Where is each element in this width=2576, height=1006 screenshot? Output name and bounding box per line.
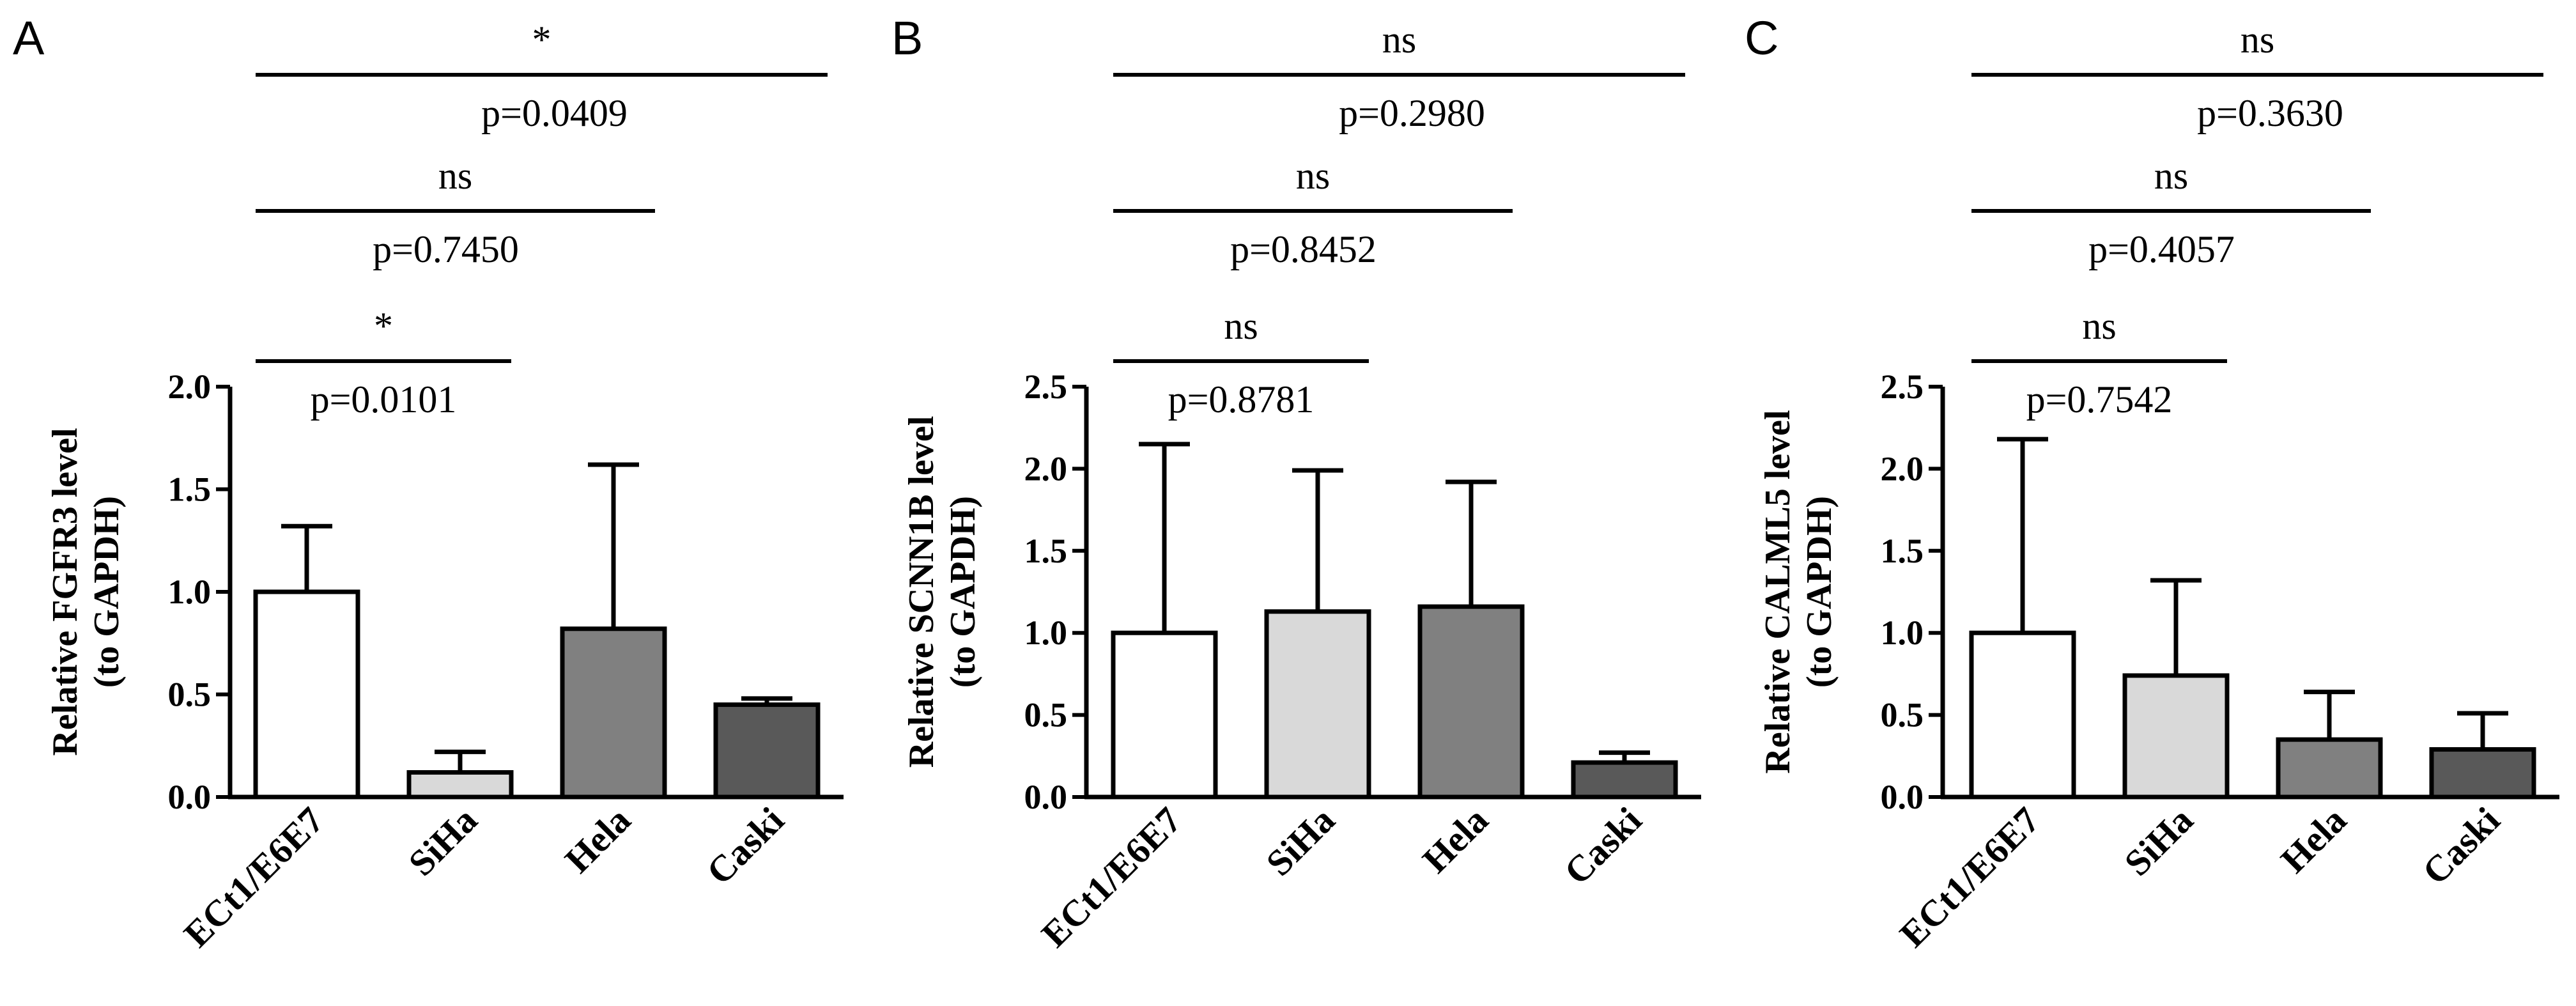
y-tick-label: 1.0 (1881, 614, 1924, 652)
significance-label: ns (1296, 155, 1330, 197)
panel-letter: B (891, 12, 923, 65)
significance-label: ns (2154, 155, 2188, 197)
significance-label: ns (2082, 305, 2116, 347)
x-category-label: ECt1/E6E7 (176, 799, 332, 955)
y-tick-label: 1.0 (1024, 614, 1068, 652)
bar-ect1-e6e7 (253, 589, 360, 800)
y-axis-label: Relative CALML5 level (1758, 410, 1798, 773)
bar-hela (560, 626, 667, 800)
chart-panel-a: A 0.0 0.5 1.0 1.5 2.0 Relative FGFR3 level (to … (13, 12, 844, 955)
x-category-label: ECt1/E6E7 (1892, 799, 2048, 955)
bar-caski (2429, 747, 2536, 800)
x-category-label: Caski (2414, 799, 2508, 892)
y-axis-label-sub: (to GAPDH) (943, 496, 983, 688)
y-tick-label: 1.5 (1024, 532, 1068, 570)
p-value-label: p=0.0409 (481, 92, 628, 134)
panel-letter: A (13, 12, 45, 65)
y-tick-label: 2.0 (1024, 449, 1068, 488)
y-tick-label: 1.0 (168, 573, 212, 611)
significance-label: ns (2241, 19, 2274, 61)
x-category-label: ECt1/E6E7 (1033, 799, 1189, 955)
bar-siha (1264, 609, 1371, 800)
y-tick-label: 0.0 (168, 778, 212, 816)
y-tick-label: 0.0 (1881, 778, 1924, 816)
x-category-label: Caski (698, 799, 792, 892)
x-category-label: Hela (1414, 799, 1496, 881)
bar-siha (2122, 673, 2230, 800)
y-tick-label: 0.5 (1881, 696, 1924, 734)
y-axis-label-sub: (to GAPDH) (1800, 496, 1839, 688)
significance-label: ns (1382, 19, 1416, 61)
y-tick-label: 2.5 (1881, 368, 1924, 406)
p-value-label: p=0.8452 (1230, 228, 1377, 270)
p-value-label: p=0.3630 (2197, 92, 2343, 134)
panel-letter: C (1745, 12, 1778, 65)
chart-panel-c: C 0.0 0.5 1.0 1.5 2.0 2.5 Relative CALML5 level… (1745, 12, 2559, 955)
bar-ect1-e6e7 (1969, 630, 2076, 800)
bar-siha (406, 770, 514, 800)
bar-hela (2276, 737, 2383, 800)
bar-caski (1571, 760, 1678, 800)
y-tick-label: 2.0 (1881, 449, 1924, 488)
x-category-label: Hela (557, 799, 638, 881)
y-tick-label: 2.0 (168, 368, 212, 406)
significance-label: ns (438, 155, 472, 197)
x-category-label: Hela (2272, 799, 2354, 881)
y-axis-label: Relative SCNN1B level (902, 416, 941, 768)
bar-hela (1417, 604, 1525, 800)
significance-label: * (532, 19, 551, 61)
y-tick-label: 0.5 (168, 676, 212, 714)
bar-caski (713, 702, 821, 800)
y-tick-label: 1.5 (168, 470, 212, 509)
x-category-label: Caski (1556, 799, 1649, 892)
y-axis-label-sub: (to GAPDH) (87, 496, 127, 688)
x-category-label: SiHa (401, 799, 486, 884)
chart-panel-b: B 0.0 0.5 1.0 1.5 2.0 2.5 Relative SCNN1B level… (891, 12, 1701, 955)
bar-ect1-e6e7 (1111, 630, 1218, 800)
p-value-label: p=0.7542 (2026, 378, 2173, 421)
p-value-label: p=0.4057 (2088, 228, 2235, 270)
p-value-label: p=0.8781 (1168, 378, 1315, 421)
y-tick-label: 2.5 (1024, 368, 1068, 406)
significance-label: * (374, 305, 393, 347)
x-category-label: SiHa (1258, 799, 1343, 884)
y-tick-label: 1.5 (1881, 532, 1924, 570)
p-value-label: p=0.7450 (373, 228, 519, 270)
y-tick-label: 0.0 (1024, 778, 1068, 816)
p-value-label: p=0.2980 (1339, 92, 1485, 134)
y-axis-label: Relative FGFR3 level (45, 428, 85, 755)
p-value-label: p=0.0101 (311, 378, 457, 421)
y-tick-label: 0.5 (1024, 696, 1068, 734)
x-category-label: SiHa (2117, 799, 2202, 884)
significance-label: ns (1224, 305, 1258, 347)
